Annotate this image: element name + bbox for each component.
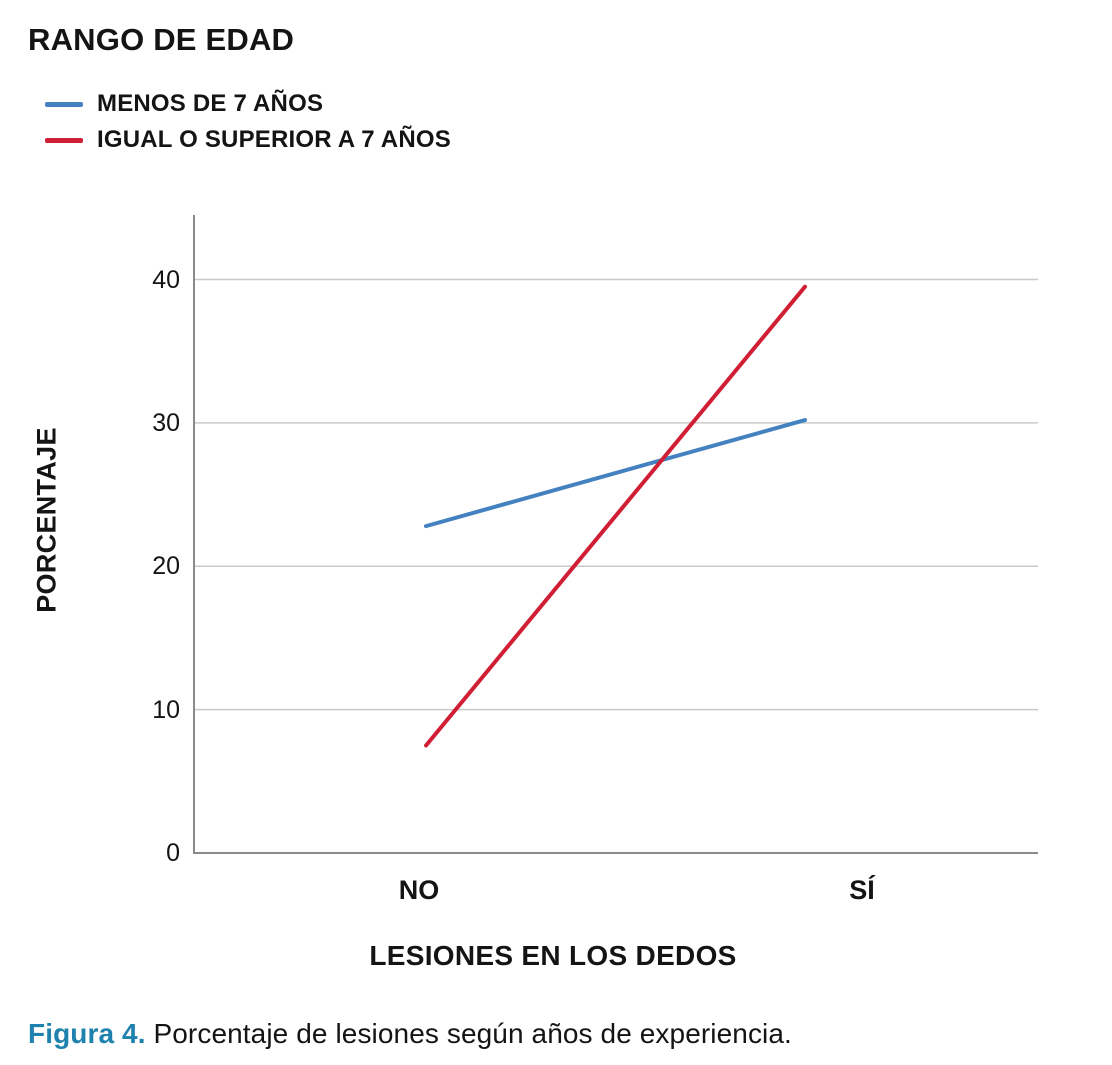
- legend-swatch-icon: [45, 137, 83, 143]
- legend-item-label: MENOS DE 7 AÑOS: [97, 90, 324, 117]
- legend-item: IGUAL O SUPERIOR A 7 AÑOS: [45, 122, 451, 158]
- y-tick-label: 0: [166, 839, 180, 867]
- y-axis-title: PORCENTAJE: [31, 427, 62, 613]
- legend-swatch-icon: [45, 101, 83, 107]
- x-tick-label: NO: [398, 875, 440, 905]
- legend-title: RANGO DE EDAD: [28, 22, 295, 57]
- legend: RANGO DE EDAD MENOS DE 7 AÑOS IGUAL O SUP…: [28, 22, 451, 153]
- x-axis-title: LESIONES EN LOS DEDOS: [369, 940, 737, 971]
- y-tick-label: 30: [152, 408, 180, 437]
- legend-item: MENOS DE 7 AÑOS: [45, 86, 451, 122]
- x-tick-label: SÍ: [849, 875, 875, 905]
- series-line-1: [424, 284, 807, 748]
- y-tick-label: 10: [152, 695, 180, 724]
- legend-item-label: IGUAL O SUPERIOR A 7 AÑOS: [97, 126, 451, 153]
- y-tick-label: 40: [152, 265, 180, 294]
- caption-prefix: Figura 4.: [28, 1018, 146, 1049]
- legend-items: MENOS DE 7 AÑOS IGUAL O SUPERIOR A 7 AÑOS: [45, 86, 451, 158]
- caption: Figura 4. Porcentaje de lesiones según a…: [28, 1018, 792, 1050]
- series-line-0: [424, 418, 807, 529]
- y-tick-label: 20: [152, 552, 180, 581]
- caption-text: Porcentaje de lesiones según años de exp…: [153, 1018, 792, 1049]
